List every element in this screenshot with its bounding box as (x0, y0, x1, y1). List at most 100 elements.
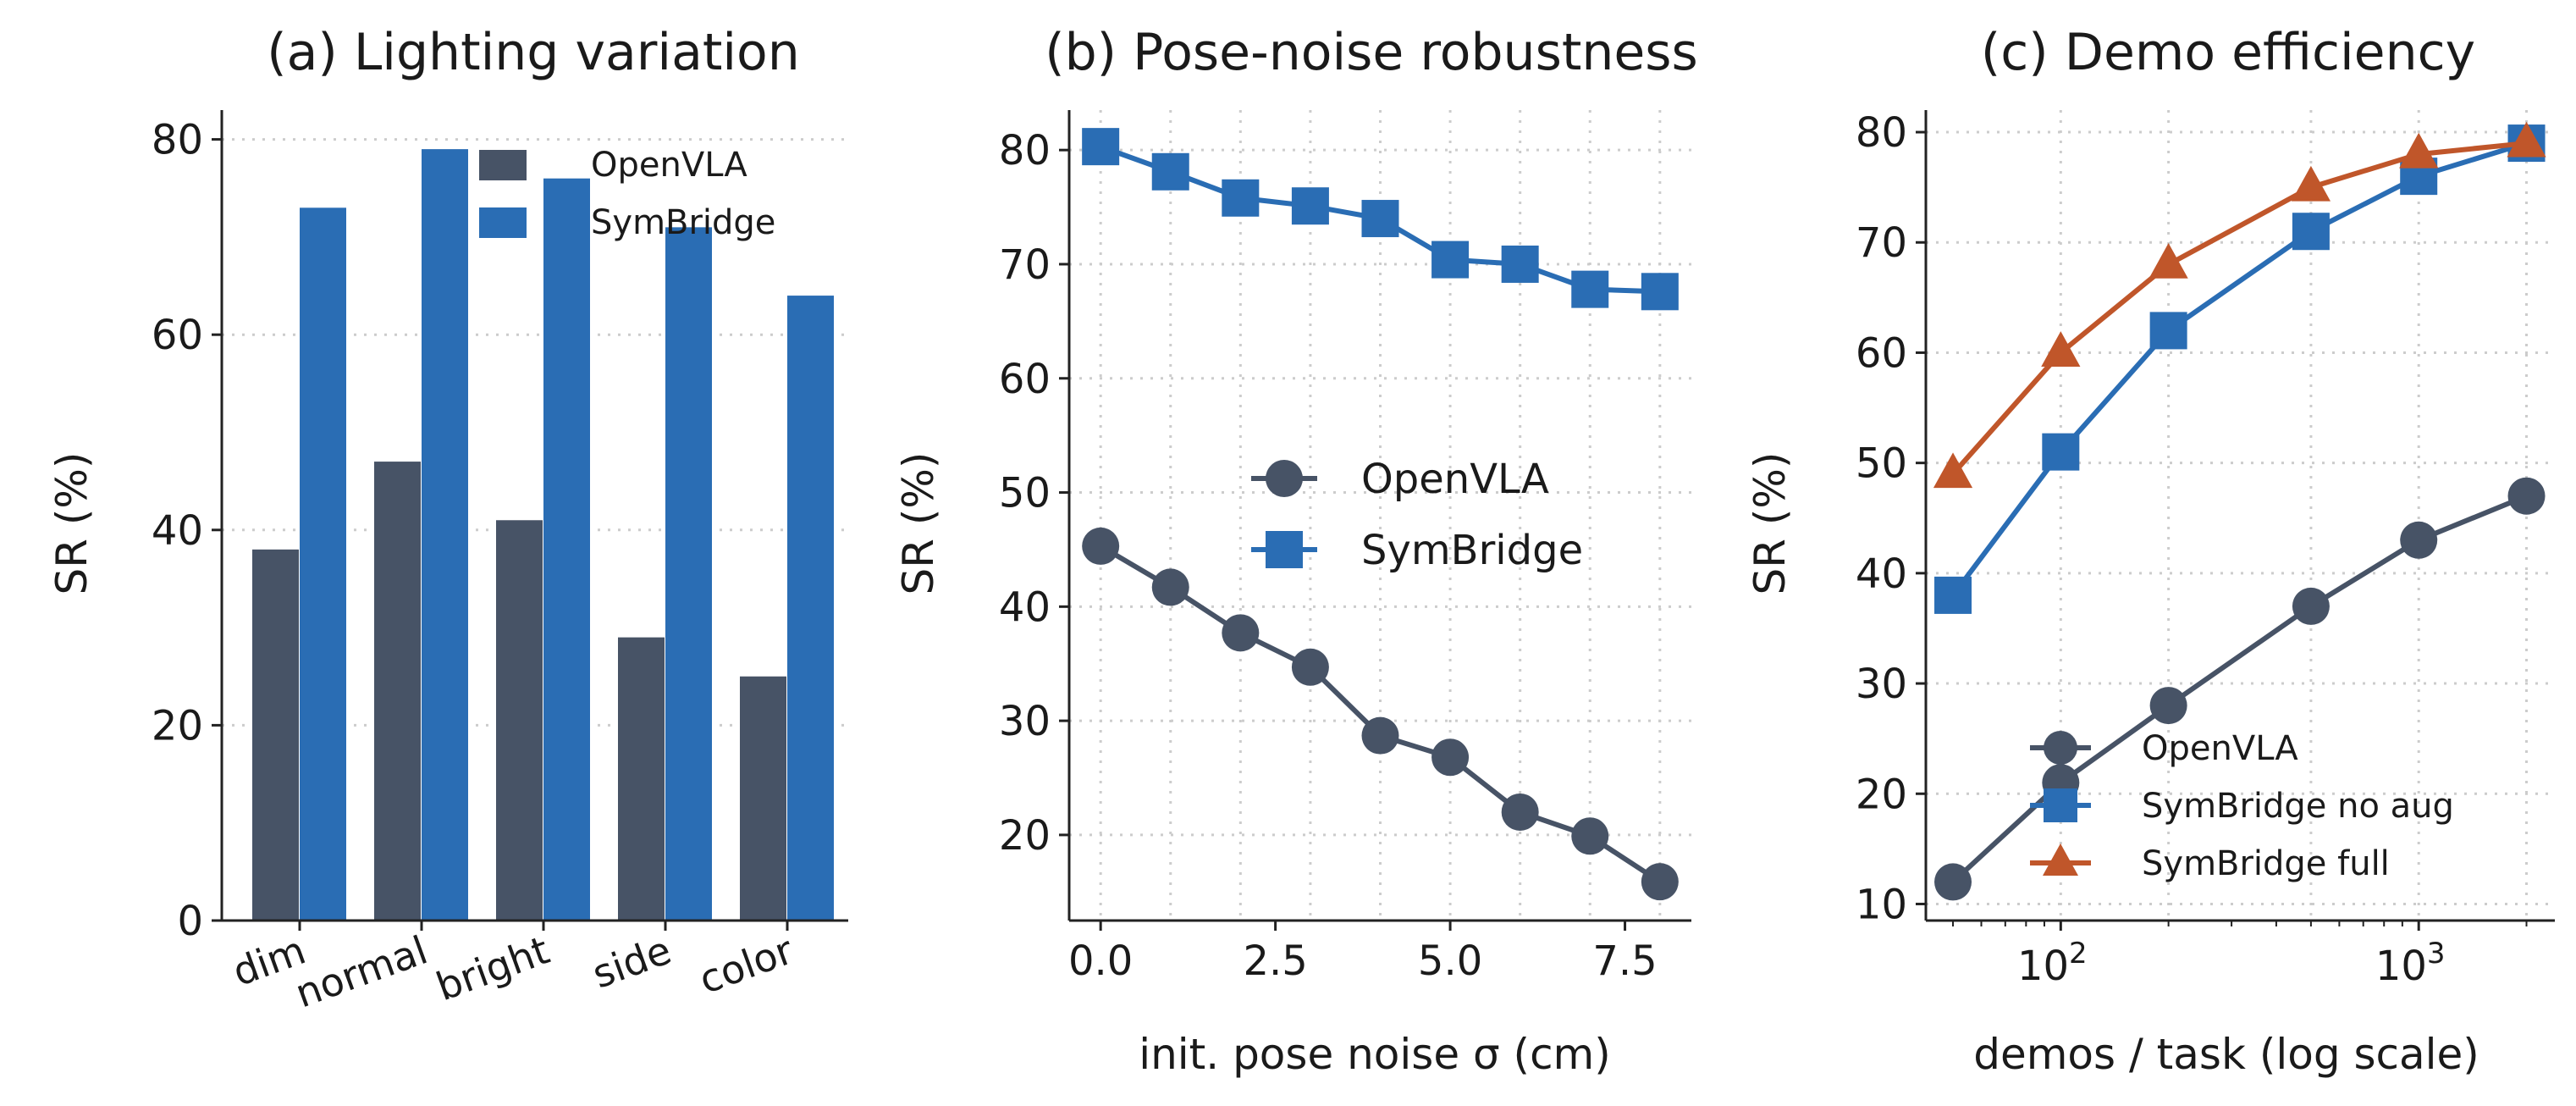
y-tick-label: 60 (999, 356, 1051, 403)
y-tick-label: 50 (999, 470, 1051, 517)
y-tick-label: 60 (1856, 329, 1907, 377)
bar-symbridge-dim (300, 207, 346, 921)
x-tick-label: 7.5 (1592, 937, 1657, 985)
data-point-openvla (1291, 648, 1329, 686)
data-point-openvla (2507, 477, 2546, 515)
bar-symbridge-side (665, 227, 712, 921)
panel-c-plot: 10 20 30 40 50 60 70 80 102 103 OpenVLA SymBridge n… (1856, 109, 2555, 990)
legend-swatch-openvla (479, 150, 527, 180)
y-tick-label: 70 (999, 241, 1051, 289)
data-point-openvla (1934, 863, 1972, 901)
legend-marker (1266, 531, 1303, 568)
legend-marker (2044, 788, 2077, 822)
legend-swatch-symbridge (479, 207, 527, 238)
bar-symbridge-color (787, 296, 834, 921)
data-point-symbridge (1501, 245, 1539, 283)
data-point-symbridge-no-aug (2042, 433, 2080, 471)
data-point-symbridge (1222, 179, 1260, 217)
y-tick-label: 40 (999, 583, 1051, 631)
y-tick-label: 30 (1856, 661, 1907, 708)
legend-marker (1266, 460, 1303, 497)
data-point-openvla (2400, 521, 2438, 559)
panel-b-ylabel: SR (%) (894, 452, 943, 595)
bar-openvla-bright (496, 520, 543, 921)
bar-openvla-side (618, 637, 665, 921)
panel-b-xlabel: init. pose noise σ (cm) (1139, 1030, 1611, 1079)
data-point-openvla (1361, 716, 1399, 755)
panel-b-title: (b) Pose-noise robustness (1045, 23, 1698, 82)
y-tick-label: 80 (1856, 109, 1907, 157)
data-point-symbridge-full (1933, 452, 1973, 489)
data-point-openvla (1082, 527, 1120, 565)
legend-label: SymBridge full (2142, 844, 2390, 883)
bar-openvla-dim (252, 549, 299, 921)
panel-a: (a) Lighting variation SR (%) dimnormalb… (47, 23, 848, 1016)
data-point-symbridge-no-aug (2292, 213, 2330, 251)
data-point-openvla (1501, 793, 1539, 831)
legend-label: SymBridge (1361, 527, 1583, 574)
x-tick-label: 0.0 (1068, 937, 1133, 985)
panel-a-ylabel: SR (%) (47, 452, 97, 595)
legend-label: OpenVLA (2142, 729, 2298, 768)
bar-openvla-color (740, 676, 786, 921)
x-tick-label: 102 (2017, 937, 2088, 990)
bar-symbridge-bright (543, 178, 590, 921)
y-tick-label: 80 (152, 117, 203, 164)
data-point-symbridge (1291, 187, 1329, 225)
legend-label: SymBridge (591, 203, 775, 242)
y-tick-label: 80 (999, 127, 1051, 174)
data-point-symbridge (1641, 273, 1679, 311)
x-tick-label: 5.0 (1418, 937, 1482, 985)
y-tick-label: 20 (152, 702, 203, 749)
legend-marker (2043, 843, 2078, 876)
x-tick-label: side (587, 927, 677, 998)
data-point-openvla (1641, 863, 1679, 901)
data-point-openvla (2149, 687, 2187, 725)
data-point-symbridge-no-aug (2149, 312, 2187, 350)
data-point-symbridge (1151, 152, 1189, 191)
y-tick-label: 20 (999, 812, 1051, 860)
y-tick-label: 40 (152, 507, 203, 555)
y-tick-label: 40 (1856, 550, 1907, 598)
panel-c-title: (c) Demo efficiency (1981, 23, 2475, 82)
x-tick-label: normal (290, 927, 433, 1017)
data-point-openvla (1571, 817, 1609, 855)
data-point-openvla (1222, 614, 1260, 652)
data-point-symbridge-full (2507, 121, 2546, 158)
panel-a-title: (a) Lighting variation (267, 23, 800, 82)
x-tick-label: color (693, 927, 799, 1004)
data-point-openvla (1431, 738, 1470, 777)
bar-openvla-normal (374, 462, 421, 921)
data-point-openvla (1151, 568, 1189, 606)
x-tick-label: 2.5 (1243, 937, 1307, 985)
x-tick-label: 103 (2375, 937, 2446, 990)
legend-label: OpenVLA (1361, 456, 1549, 503)
data-point-symbridge-full (2149, 242, 2188, 279)
legend-label: OpenVLA (591, 146, 747, 185)
data-point-symbridge (1082, 128, 1120, 166)
series-line-openvla (1950, 493, 2528, 884)
panel-b: (b) Pose-noise robustness SR (%) init. p… (894, 23, 1698, 1079)
y-tick-label: 0 (177, 898, 203, 945)
y-tick-label: 50 (1856, 440, 1907, 488)
data-point-symbridge (1571, 270, 1609, 308)
data-point-symbridge-no-aug (1934, 576, 1972, 614)
y-tick-label: 70 (1856, 219, 1907, 267)
data-point-symbridge-full (2399, 132, 2439, 169)
data-point-symbridge-full (2041, 331, 2081, 367)
data-point-openvla (2292, 587, 2330, 625)
x-tick-label: bright (430, 927, 554, 1010)
data-point-symbridge (1431, 241, 1470, 279)
data-point-symbridge (1361, 200, 1399, 238)
series-line-symbridge-no-aug (1950, 141, 2528, 597)
legend-marker (2044, 731, 2077, 765)
y-tick-label: 20 (1856, 771, 1907, 818)
panel-c: (c) Demo efficiency SR (%) demos / task … (1746, 23, 2555, 1079)
legend-label: SymBridge no aug (2142, 787, 2454, 826)
data-point-symbridge-full (2291, 165, 2331, 202)
y-tick-label: 60 (152, 312, 203, 359)
panel-b-plot: 20 30 40 50 60 70 80 0.0 2.5 5.0 7.5 OpenVLA SymBrid… (999, 110, 1691, 985)
y-tick-label: 10 (1856, 881, 1907, 928)
